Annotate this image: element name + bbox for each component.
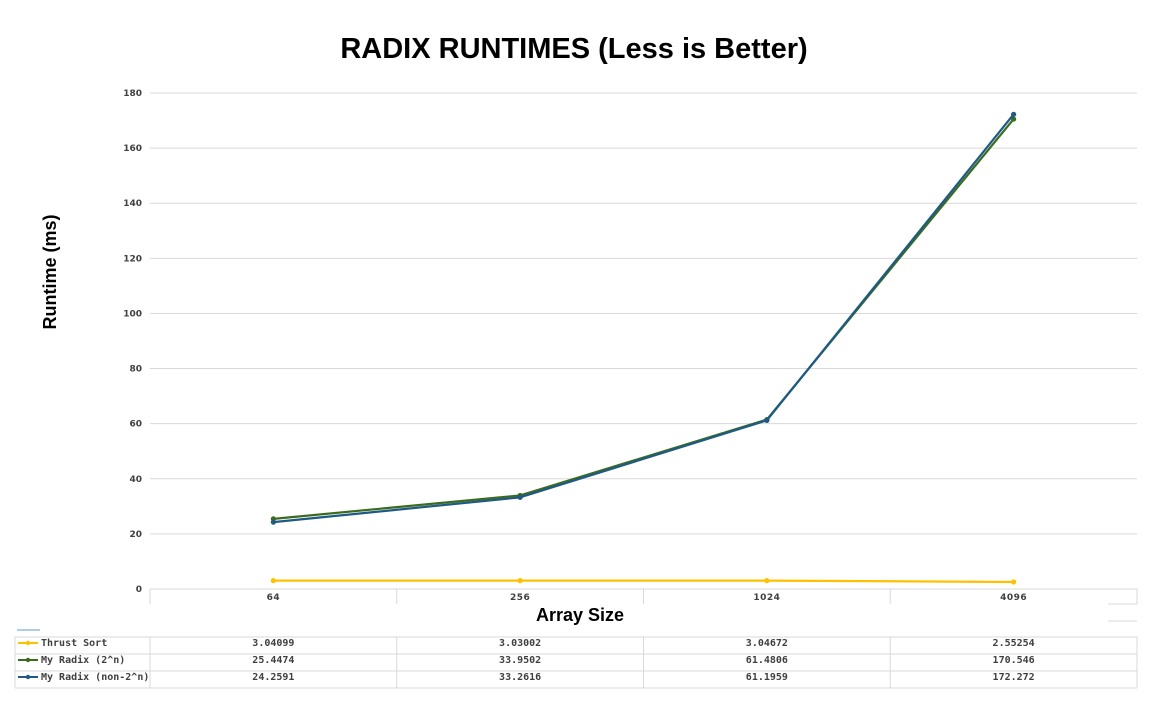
x-tick-label: 1024 (753, 593, 780, 603)
x-axis-title: Array Size (536, 605, 624, 625)
y-tick-label: 140 (123, 199, 142, 209)
table-cell: 172.272 (993, 672, 1035, 683)
data-point (270, 519, 276, 525)
legend-marker (25, 674, 31, 680)
table-cell: 3.04672 (746, 638, 788, 649)
data-table: 64 256 1024 4096 Thrust Sort 3.04099 3.03002 3.… (14, 588, 1138, 689)
series-lines (270, 111, 1017, 585)
y-tick-label: 0 (136, 585, 142, 595)
data-point (1011, 116, 1017, 122)
legend-label: My Radix (2^n) (41, 654, 125, 666)
gridlines (150, 92, 1137, 535)
series-line (273, 118, 1015, 520)
table-cell: 25.4474 (252, 655, 294, 666)
y-axis-title: Runtime (ms) (40, 214, 60, 329)
y-tick-label: 40 (129, 475, 142, 485)
legend-label: Thrust Sort (41, 638, 107, 649)
chart-title: RADIX RUNTIMES (Less is Better) (340, 33, 807, 65)
legend-marker (25, 657, 31, 663)
x-tick-label: 4096 (1000, 593, 1027, 603)
table-cell: 2.55254 (993, 638, 1035, 649)
table-cell: 61.1959 (746, 672, 788, 683)
data-point (517, 578, 523, 584)
x-tick-label: 64 (267, 593, 281, 603)
data-point (764, 578, 770, 584)
data-point (517, 494, 523, 500)
y-tick-label: 180 (123, 89, 142, 99)
data-point (1011, 579, 1017, 585)
series-line (273, 579, 1014, 584)
table-cell: 61.4806 (746, 655, 788, 666)
table-cell: 170.546 (993, 655, 1035, 666)
y-tick-label: 120 (123, 254, 142, 264)
series-line (273, 113, 1015, 524)
table-cell: 33.9502 (499, 655, 541, 666)
y-tick-label: 20 (129, 530, 142, 540)
y-tick-label: 80 (129, 365, 142, 375)
data-point (270, 578, 276, 584)
table-cell: 33.2616 (499, 672, 541, 683)
data-point (1011, 111, 1017, 117)
legend-marker (25, 640, 31, 646)
y-tick-label: 160 (123, 144, 142, 154)
y-tick-label: 100 (123, 309, 142, 319)
table-cell: 3.03002 (499, 638, 541, 649)
x-tick-label: 256 (510, 593, 530, 603)
table-cell: 24.2591 (252, 672, 294, 683)
table-cell: 3.04099 (252, 638, 294, 649)
y-tick-label: 60 (129, 420, 142, 430)
legend-label: My Radix (non-2^n) (41, 671, 149, 683)
y-axis-ticks: 0 20 40 60 80 100 120 140 160 180 (123, 89, 142, 595)
data-point (764, 417, 770, 423)
